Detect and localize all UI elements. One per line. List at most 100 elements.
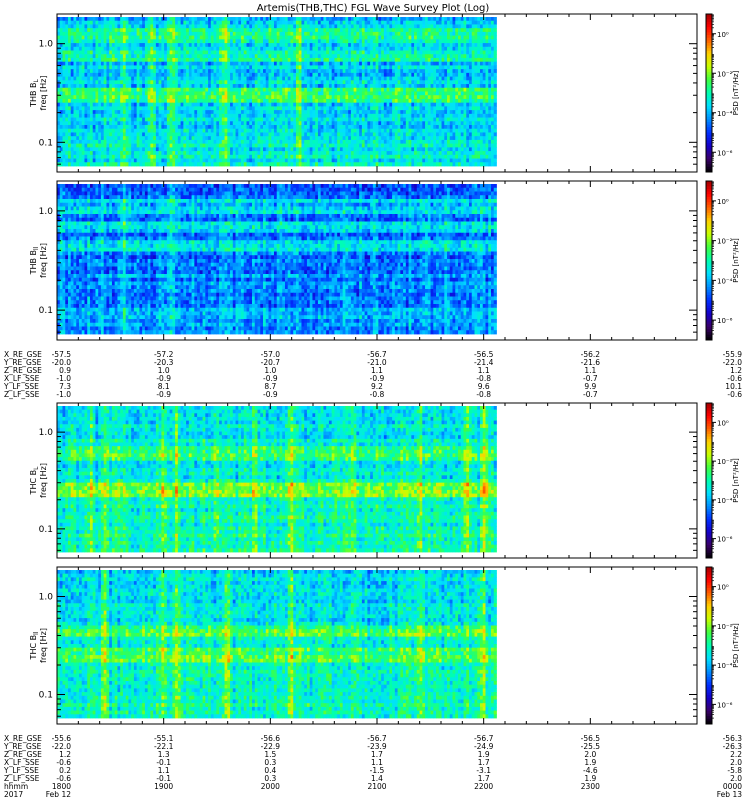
heatmap-cell	[128, 17, 131, 21]
heatmap-cell	[321, 54, 324, 58]
heatmap-cell	[485, 21, 488, 25]
heatmap-cell	[455, 129, 458, 133]
heatmap-cell	[348, 36, 351, 40]
heatmap-cell	[337, 80, 340, 84]
heatmap-cell	[156, 43, 159, 47]
heatmap-cell	[398, 80, 401, 84]
heatmap-cell	[362, 43, 365, 47]
heatmap-cell	[279, 69, 282, 73]
heatmap-cell	[227, 95, 230, 99]
heatmap-cell	[93, 17, 96, 21]
heatmap-cell	[159, 88, 162, 92]
heatmap-cell	[112, 114, 115, 118]
heatmap-cell	[365, 21, 368, 25]
heatmap-cell	[466, 118, 469, 122]
heatmap-cell	[192, 24, 195, 28]
heatmap-cell	[466, 43, 469, 47]
heatmap-cell	[469, 88, 472, 92]
heatmap-cell	[236, 110, 239, 114]
heatmap-cell	[417, 92, 420, 96]
heatmap-cell	[433, 21, 436, 25]
heatmap-cell	[109, 36, 112, 40]
heatmap-cell	[145, 17, 148, 21]
heatmap-cell	[181, 92, 184, 96]
heatmap-cell	[153, 121, 156, 125]
heatmap-cell	[249, 110, 252, 114]
heatmap-cell	[466, 73, 469, 77]
heatmap-cell	[84, 92, 87, 96]
heatmap-cell	[323, 36, 326, 40]
heatmap-cell	[137, 88, 140, 92]
heatmap-cell	[491, 99, 494, 103]
heatmap-cell	[68, 73, 71, 77]
heatmap-cell	[345, 69, 348, 73]
heatmap-cell	[466, 84, 469, 88]
heatmap-cell	[433, 32, 436, 36]
heatmap-cell	[205, 65, 208, 69]
heatmap-cell	[268, 39, 271, 43]
heatmap-cell	[247, 84, 250, 88]
heatmap-cell	[73, 54, 76, 58]
heatmap-cell	[142, 65, 145, 69]
heatmap-cell	[131, 121, 134, 125]
heatmap-cell	[442, 28, 445, 32]
heatmap-cell	[403, 39, 406, 43]
heatmap-cell	[406, 58, 409, 62]
heatmap-cell	[216, 103, 219, 107]
heatmap-cell	[233, 54, 236, 58]
heatmap-cell	[293, 125, 296, 129]
heatmap-cell	[455, 51, 458, 55]
heatmap-cell	[238, 17, 241, 21]
heatmap-cell	[214, 24, 217, 28]
heatmap-cell	[98, 62, 101, 66]
heatmap-cell	[370, 121, 373, 125]
heatmap-cell	[101, 58, 104, 62]
heatmap-cell	[225, 65, 228, 69]
heatmap-cell	[211, 21, 214, 25]
heatmap-cell	[474, 24, 477, 28]
heatmap-cell	[200, 21, 203, 25]
heatmap-cell	[326, 106, 329, 110]
heatmap-cell	[65, 73, 68, 77]
heatmap-cell	[241, 110, 244, 114]
heatmap-cell	[480, 114, 483, 118]
heatmap-cell	[474, 47, 477, 51]
heatmap-cell	[477, 21, 480, 25]
heatmap-cell	[150, 24, 153, 28]
heatmap-cell	[214, 17, 217, 21]
heatmap-cell	[230, 51, 233, 55]
heatmap-cell	[450, 54, 453, 58]
heatmap-cell	[222, 43, 225, 47]
heatmap-cell	[117, 106, 120, 110]
heatmap-cell	[186, 92, 189, 96]
heatmap-cell	[216, 84, 219, 88]
heatmap-cell	[376, 110, 379, 114]
heatmap-cell	[216, 106, 219, 110]
heatmap-cell	[323, 92, 326, 96]
heatmap-cell	[62, 65, 65, 69]
heatmap-cell	[117, 58, 120, 62]
heatmap-cell	[134, 24, 137, 28]
heatmap-cell	[425, 43, 428, 47]
heatmap-cell	[312, 28, 315, 32]
heatmap-cell	[208, 121, 211, 125]
heatmap-cell	[120, 62, 123, 66]
heatmap-cell	[310, 43, 313, 47]
heatmap-cell	[447, 32, 450, 36]
heatmap-cell	[359, 84, 362, 88]
heatmap-cell	[480, 36, 483, 40]
heatmap-cell	[109, 125, 112, 129]
heatmap-cell	[84, 62, 87, 66]
heatmap-cell	[290, 54, 293, 58]
heatmap-cell	[164, 110, 167, 114]
heatmap-cell	[142, 103, 145, 107]
heatmap-cell	[255, 110, 258, 114]
heatmap-cell	[464, 114, 467, 118]
heatmap-cell	[123, 95, 126, 99]
heatmap-cell	[378, 17, 381, 21]
heatmap-cell	[101, 77, 104, 81]
heatmap-cell	[90, 39, 93, 43]
heatmap-cell	[279, 92, 282, 96]
heatmap-cell	[433, 129, 436, 133]
